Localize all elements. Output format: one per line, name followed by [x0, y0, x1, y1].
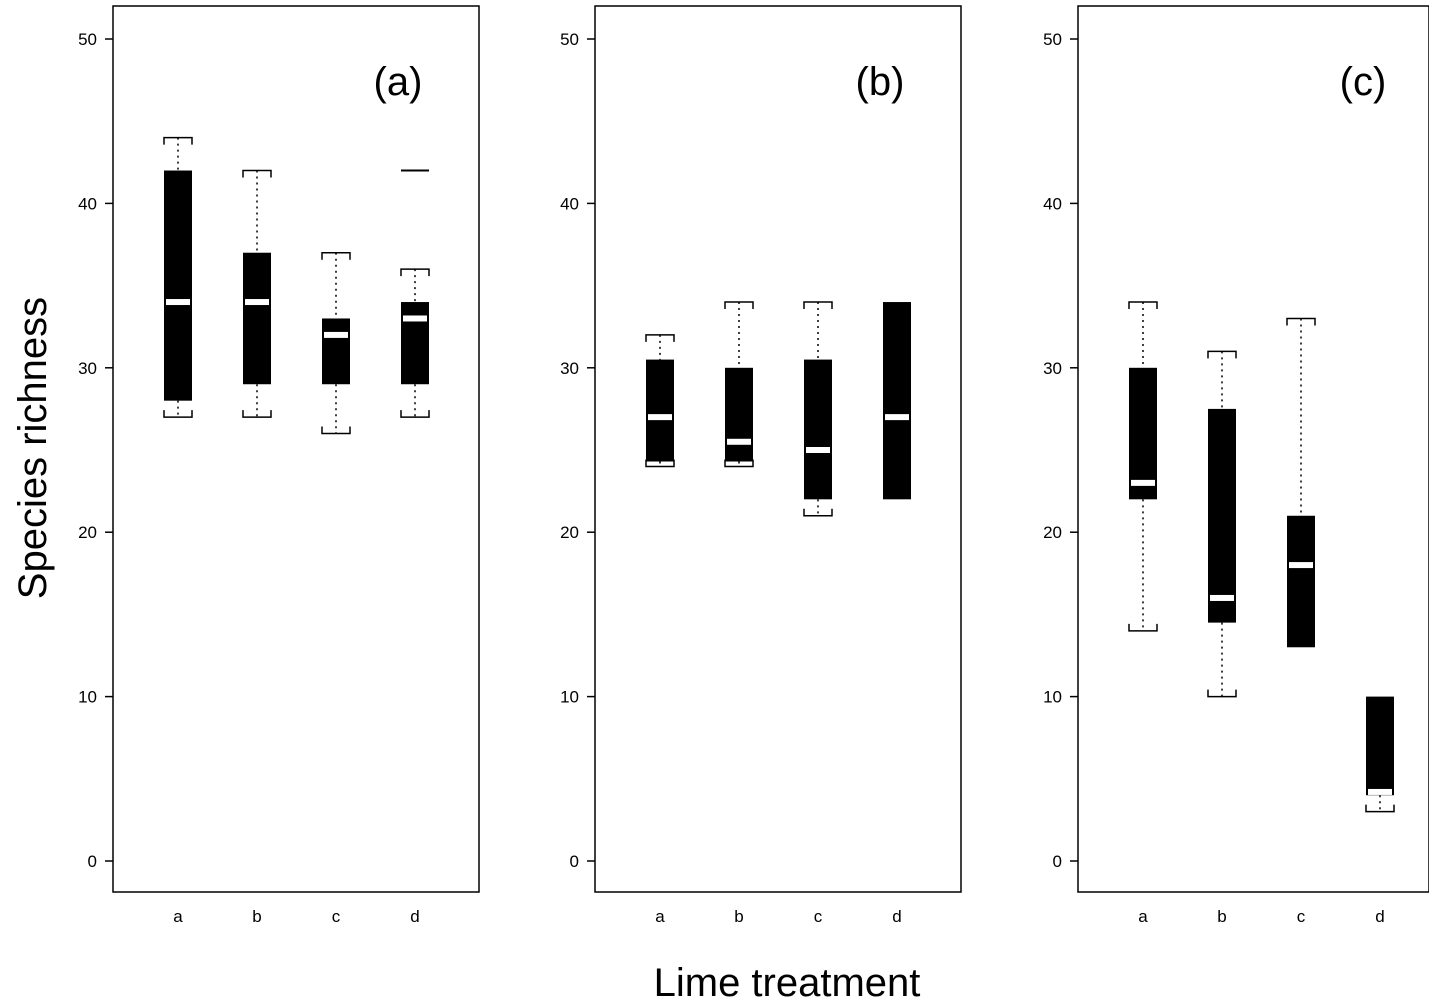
box-iqr [164, 170, 192, 401]
y-tick-label: 50 [78, 30, 97, 49]
upper-whisker-cap [1207, 350, 1237, 359]
y-tick-label: 0 [570, 852, 579, 871]
panel-label: (a) [374, 60, 423, 104]
x-tick-label: a [655, 907, 665, 926]
box-iqr [883, 302, 911, 500]
y-tick-label: 0 [1053, 852, 1062, 871]
median-line [1210, 594, 1234, 601]
median-line [806, 447, 830, 453]
plot-frame [112, 5, 480, 893]
box-iqr [1287, 515, 1315, 648]
y-tick-label: 10 [560, 688, 579, 707]
median-line [885, 414, 909, 421]
median-line [245, 299, 269, 306]
lower-whisker-cap [1207, 689, 1237, 698]
box-c [1286, 317, 1316, 648]
upper-whisker-cap [645, 334, 675, 342]
panel-1: 0 10 20 30 40 50 (a) a b c d [78, 5, 480, 926]
x-tick-label: c [1297, 907, 1306, 926]
box-a [1128, 301, 1158, 632]
y-tick-label: 30 [1043, 359, 1062, 378]
upper-whisker-cap [163, 136, 193, 145]
lower-whisker-cap [645, 459, 675, 468]
box-c [321, 251, 351, 435]
panel-2: 0 10 20 30 40 50 (b) a b c d [560, 5, 962, 926]
median-line [648, 414, 672, 421]
y-tick-label: 50 [560, 30, 579, 49]
median-line [727, 438, 751, 445]
box-d [1365, 696, 1395, 813]
y-tick-label: 40 [560, 194, 579, 213]
box-iqr [725, 367, 753, 462]
lower-whisker-cap [321, 426, 351, 435]
x-tick-label: d [892, 907, 901, 926]
upper-whisker-cap [1286, 317, 1316, 326]
box-iqr [401, 302, 429, 385]
panel-3: 0 10 20 30 40 50 (c) a b c d [1043, 5, 1429, 926]
box-iqr [243, 252, 271, 385]
x-tick-label: a [1138, 907, 1148, 926]
x-tick-label: a [173, 907, 183, 926]
upper-whisker-cap [242, 169, 272, 178]
box-iqr [646, 359, 674, 462]
y-tick-label: 20 [78, 523, 97, 542]
box-a [163, 136, 193, 418]
y-tick-label: 20 [1043, 523, 1062, 542]
upper-whisker-cap [321, 251, 351, 260]
lower-whisker-cap [724, 459, 754, 468]
box-iqr [1129, 367, 1157, 500]
median-line [1368, 788, 1392, 795]
y-tick-label: 50 [1043, 30, 1062, 49]
x-tick-label: b [252, 907, 261, 926]
y-tick-label: 10 [1043, 688, 1062, 707]
box-iqr [1208, 408, 1236, 623]
y-tick-label: 30 [560, 359, 579, 378]
panel-label: (c) [1340, 60, 1387, 104]
box-b [1207, 350, 1237, 698]
y-tick-label: 30 [78, 359, 97, 378]
lower-whisker-cap [1365, 804, 1395, 813]
lower-whisker-cap [1128, 623, 1158, 632]
median-line [1289, 562, 1313, 569]
panels: 0 10 20 30 40 50 (a) a b c d 0 10 20 30 40 50 (b) a b c d 0 10 2… [78, 5, 1429, 926]
upper-whisker-cap [803, 301, 833, 310]
median-line [403, 315, 427, 322]
median-line [166, 299, 190, 306]
plot-frame [1077, 5, 1429, 893]
lower-whisker-cap [163, 410, 193, 418]
box-iqr [1366, 696, 1394, 796]
y-axis-title: Species richness [11, 297, 55, 599]
median-line [324, 331, 348, 338]
x-tick-label: b [1217, 907, 1226, 926]
box-b [724, 301, 754, 468]
y-tick-label: 10 [78, 688, 97, 707]
y-tick-label: 0 [88, 852, 97, 871]
x-tick-label: b [734, 907, 743, 926]
x-tick-label: d [410, 907, 419, 926]
lower-whisker-cap [242, 410, 272, 418]
y-tick-label: 40 [1043, 194, 1062, 213]
x-tick-label: c [814, 907, 823, 926]
box-c [803, 301, 833, 517]
box-iqr [804, 359, 832, 500]
lower-whisker-cap [803, 508, 833, 517]
upper-whisker-cap [724, 301, 754, 310]
median-line [1131, 479, 1155, 486]
box-b [242, 169, 272, 418]
box-iqr [322, 318, 350, 385]
plot-frame [594, 5, 962, 893]
y-tick-label: 20 [560, 523, 579, 542]
y-tick-label: 40 [78, 194, 97, 213]
x-axis-title: Lime treatment [654, 961, 921, 1003]
upper-whisker-cap [1128, 301, 1158, 310]
panel-label: (b) [856, 60, 905, 104]
lower-whisker-cap [400, 410, 430, 418]
x-tick-label: c [332, 907, 341, 926]
box-a [645, 334, 675, 468]
x-tick-label: d [1375, 907, 1384, 926]
upper-whisker-cap [400, 268, 430, 277]
box-d [883, 302, 911, 500]
box-d [400, 268, 430, 418]
